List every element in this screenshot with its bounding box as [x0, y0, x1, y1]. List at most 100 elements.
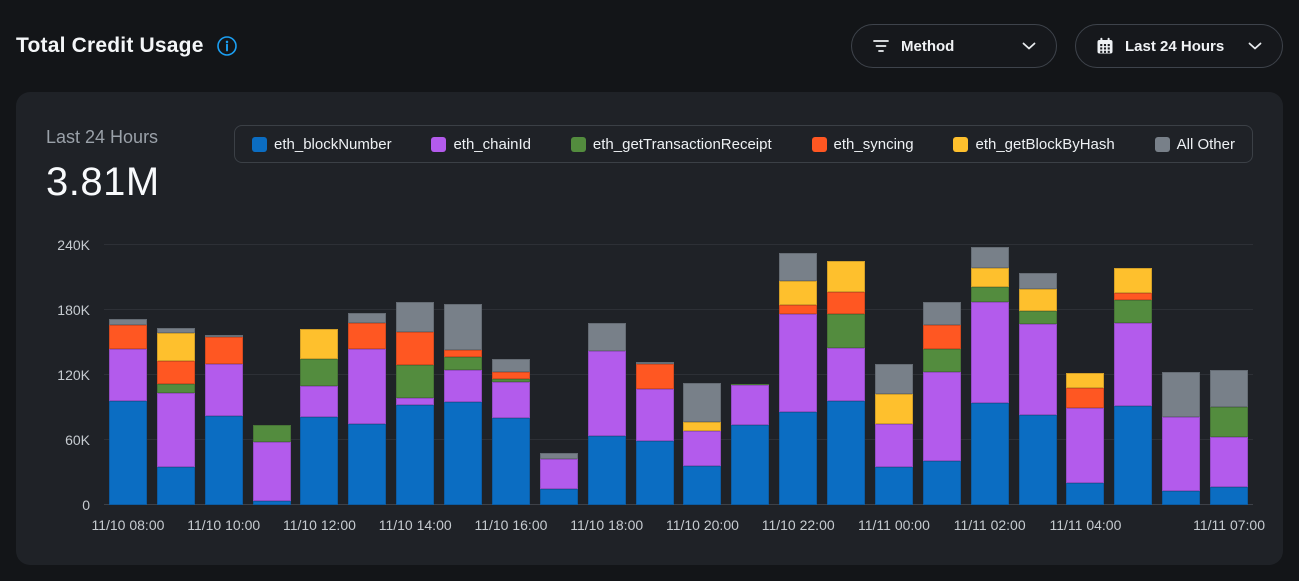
bar-segment-All Other[interactable] — [539, 452, 578, 460]
bar-segment-All Other[interactable] — [1210, 369, 1249, 407]
bar-segment-All Other[interactable] — [683, 382, 722, 422]
bar-segment-eth_chainId[interactable] — [1162, 417, 1201, 491]
bar-segment-eth_chainId[interactable] — [1114, 323, 1153, 407]
bar-segment-eth_chainId[interactable] — [539, 459, 578, 489]
bar-segment-eth_blockNumber[interactable] — [204, 416, 243, 505]
bar-segment-eth_blockNumber[interactable] — [970, 403, 1009, 505]
bar-segment-eth_blockNumber[interactable] — [1018, 415, 1057, 505]
bar-segment-All Other[interactable] — [1162, 371, 1201, 418]
bar-segment-eth_chainId[interactable] — [156, 393, 195, 468]
bar-segment-eth_getBlockByHash[interactable] — [827, 261, 866, 292]
bar-segment-eth_getBlockByHash[interactable] — [874, 393, 913, 424]
bar-segment-All Other[interactable] — [970, 247, 1009, 268]
bar-segment-eth_getTransactionReceipt[interactable] — [252, 424, 291, 443]
bar-segment-eth_getTransactionReceipt[interactable] — [300, 358, 339, 386]
bar-segment-eth_blockNumber[interactable] — [539, 488, 578, 505]
bar-segment-eth_blockNumber[interactable] — [827, 401, 866, 505]
stacked-bar[interactable] — [539, 452, 578, 505]
bar-segment-All Other[interactable] — [874, 364, 913, 394]
bar-segment-All Other[interactable] — [922, 302, 961, 326]
bar-segment-eth_blockNumber[interactable] — [444, 402, 483, 505]
bar-segment-eth_syncing[interactable] — [779, 304, 818, 315]
stacked-bar[interactable] — [300, 329, 339, 505]
legend-item-eth_getblockbyhash[interactable]: eth_getBlockByHash — [953, 136, 1115, 153]
stacked-bar[interactable] — [491, 358, 530, 505]
bar-segment-eth_chainId[interactable] — [731, 384, 770, 425]
time-range-dropdown[interactable]: Last 24 Hours — [1075, 24, 1283, 68]
bar-segment-eth_getTransactionReceipt[interactable] — [156, 383, 195, 394]
stacked-bar[interactable] — [827, 261, 866, 505]
bar-segment-eth_blockNumber[interactable] — [1066, 483, 1105, 505]
bar-segment-eth_syncing[interactable] — [922, 325, 961, 350]
bar-segment-eth_chainId[interactable] — [348, 348, 387, 424]
bar-segment-eth_getTransactionReceipt[interactable] — [1114, 300, 1153, 324]
bar-segment-eth_chainId[interactable] — [635, 389, 674, 442]
bar-segment-All Other[interactable] — [348, 313, 387, 323]
bar-segment-eth_getBlockByHash[interactable] — [683, 421, 722, 432]
bar-segment-eth_blockNumber[interactable] — [396, 405, 435, 505]
bar-segment-All Other[interactable] — [587, 323, 626, 352]
bar-segment-eth_getBlockByHash[interactable] — [156, 332, 195, 361]
bar-segment-eth_chainId[interactable] — [396, 397, 435, 406]
bar-segment-eth_chainId[interactable] — [1210, 436, 1249, 487]
stacked-bar[interactable] — [970, 247, 1009, 505]
bar-segment-eth_syncing[interactable] — [635, 364, 674, 390]
bar-segment-eth_blockNumber[interactable] — [1114, 406, 1153, 505]
stacked-bar[interactable] — [731, 383, 770, 505]
stacked-bar[interactable] — [683, 382, 722, 505]
stacked-bar[interactable] — [587, 323, 626, 505]
stacked-bar[interactable] — [635, 362, 674, 505]
bar-segment-eth_getTransactionReceipt[interactable] — [970, 287, 1009, 303]
bar-segment-eth_blockNumber[interactable] — [1162, 490, 1201, 505]
bar-segment-eth_syncing[interactable] — [1066, 388, 1105, 408]
bar-segment-eth_blockNumber[interactable] — [1210, 486, 1249, 505]
bar-segment-eth_blockNumber[interactable] — [491, 418, 530, 505]
bar-segment-eth_syncing[interactable] — [444, 350, 483, 357]
bar-segment-eth_blockNumber[interactable] — [922, 460, 961, 505]
bar-segment-All Other[interactable] — [156, 328, 195, 333]
bar-segment-eth_syncing[interactable] — [491, 371, 530, 380]
bar-segment-eth_blockNumber[interactable] — [635, 441, 674, 505]
bar-segment-eth_blockNumber[interactable] — [108, 401, 147, 505]
stacked-bar[interactable] — [444, 303, 483, 505]
bar-segment-eth_getTransactionReceipt[interactable] — [827, 314, 866, 348]
legend-item-eth_blocknumber[interactable]: eth_blockNumber — [252, 136, 392, 153]
bar-segment-All Other[interactable] — [204, 334, 243, 338]
bar-segment-eth_getBlockByHash[interactable] — [970, 267, 1009, 288]
bar-segment-All Other[interactable] — [396, 302, 435, 332]
bar-segment-eth_getBlockByHash[interactable] — [300, 329, 339, 359]
bar-segment-eth_getTransactionReceipt[interactable] — [922, 349, 961, 372]
bar-segment-eth_blockNumber[interactable] — [348, 423, 387, 505]
bar-segment-eth_syncing[interactable] — [348, 322, 387, 349]
bar-segment-eth_getTransactionReceipt[interactable] — [396, 365, 435, 398]
bar-segment-All Other[interactable] — [779, 252, 818, 281]
stacked-bar[interactable] — [779, 252, 818, 505]
stacked-bar[interactable] — [1162, 371, 1201, 505]
bar-segment-eth_blockNumber[interactable] — [252, 500, 291, 505]
legend-item-eth_chainid[interactable]: eth_chainId — [431, 136, 531, 153]
bar-segment-eth_chainId[interactable] — [300, 385, 339, 418]
bar-segment-eth_syncing[interactable] — [396, 331, 435, 366]
bar-segment-eth_chainId[interactable] — [444, 369, 483, 403]
bar-segment-eth_chainId[interactable] — [970, 302, 1009, 404]
stacked-bar[interactable] — [922, 302, 961, 505]
stacked-bar[interactable] — [252, 424, 291, 505]
stacked-bar[interactable] — [204, 334, 243, 505]
method-filter-dropdown[interactable]: Method — [851, 24, 1057, 68]
bar-segment-eth_chainId[interactable] — [922, 371, 961, 461]
stacked-bar[interactable] — [108, 318, 147, 505]
bar-segment-All Other[interactable] — [635, 362, 674, 365]
stacked-bar[interactable] — [1018, 273, 1057, 505]
stacked-bar[interactable] — [874, 364, 913, 505]
stacked-bar[interactable] — [1114, 267, 1153, 505]
bar-segment-eth_chainId[interactable] — [108, 349, 147, 401]
bar-segment-eth_chainId[interactable] — [252, 442, 291, 501]
bar-segment-All Other[interactable] — [1018, 273, 1057, 290]
info-icon[interactable] — [216, 35, 238, 57]
stacked-bar[interactable] — [156, 328, 195, 505]
bar-segment-eth_chainId[interactable] — [683, 431, 722, 466]
bar-segment-eth_getTransactionReceipt[interactable] — [1018, 311, 1057, 325]
bar-segment-All Other[interactable] — [108, 318, 147, 326]
bar-segment-eth_syncing[interactable] — [156, 360, 195, 384]
bar-segment-eth_getTransactionReceipt[interactable] — [444, 356, 483, 370]
